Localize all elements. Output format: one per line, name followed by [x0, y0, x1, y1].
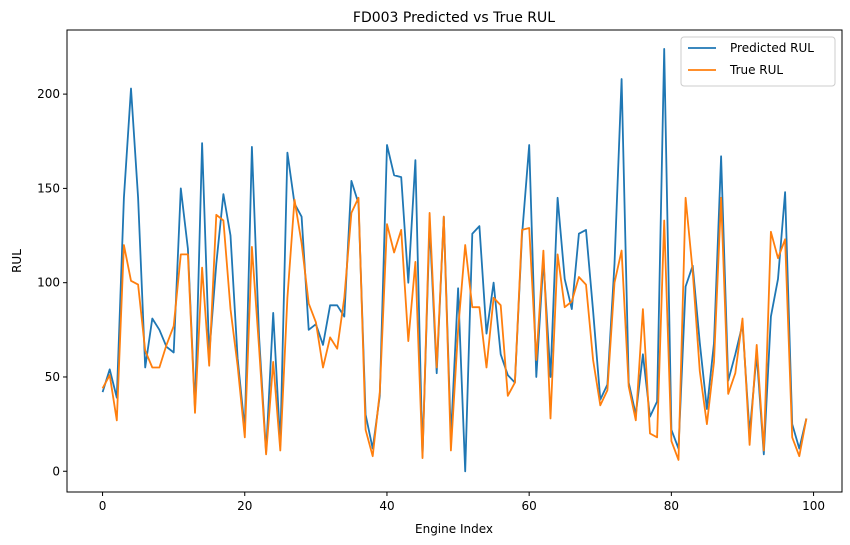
- y-tick-label: 200: [37, 87, 60, 101]
- plot-frame: [66, 29, 843, 493]
- y-tick-label: 50: [45, 370, 60, 384]
- chart-title: FD003 Predicted vs True RUL: [353, 10, 555, 26]
- x-tick-label: 40: [379, 499, 394, 513]
- x-axis-title: Engine Index: [415, 522, 493, 536]
- series-line-predicted-rul: [101, 48, 808, 473]
- y-axis-title: RUL: [10, 249, 24, 273]
- y-tick-label: 150: [37, 181, 60, 195]
- y-tick-label: 100: [37, 276, 60, 290]
- legend-box: [680, 36, 836, 87]
- legend-label-true: True RUL: [729, 63, 783, 77]
- x-tick-label: 60: [522, 499, 537, 513]
- legend: Predicted RUL True RUL: [680, 36, 836, 87]
- x-tick-label: 100: [802, 499, 825, 513]
- legend-label-predicted: Predicted RUL: [730, 41, 814, 55]
- y-axis-ticks: 0 50 100 150 200: [37, 87, 67, 478]
- plot-lines: [101, 48, 808, 473]
- x-tick-label: 20: [237, 499, 252, 513]
- x-tick-label: 0: [99, 499, 107, 513]
- x-axis-ticks: 0 20 40 60 80 100: [99, 492, 825, 513]
- x-tick-label: 80: [664, 499, 679, 513]
- series-line-true-rul: [101, 196, 808, 461]
- y-tick-label: 0: [52, 464, 60, 478]
